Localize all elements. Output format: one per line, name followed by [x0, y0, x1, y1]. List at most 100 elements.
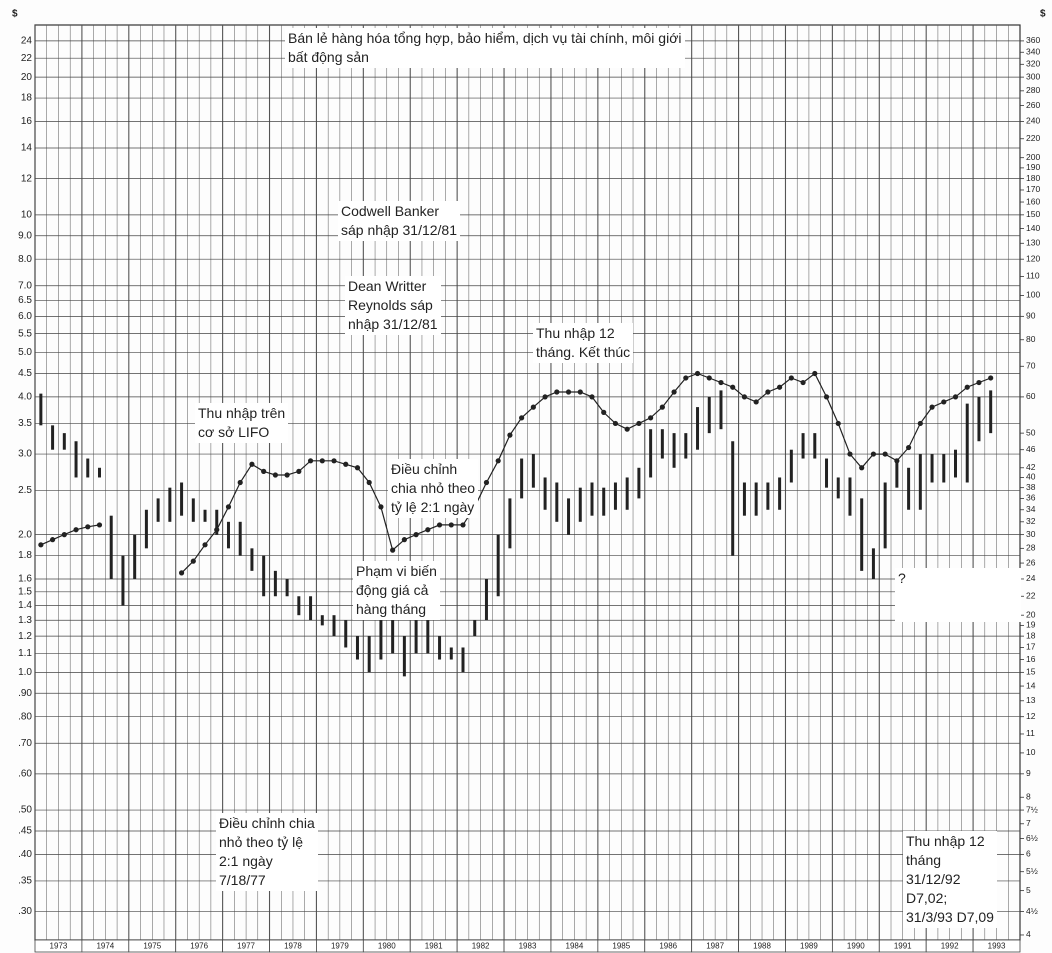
earnings-dot: [812, 370, 818, 377]
x-tick-label: 1986: [659, 942, 677, 951]
y-tick-label: .70: [18, 738, 32, 749]
earnings-dot: [49, 537, 56, 543]
y-tick-label: 10: [21, 209, 33, 220]
earnings-dot: [648, 415, 654, 421]
y2-tick-label: 360: [1026, 35, 1040, 45]
y-tick-label: 12: [21, 173, 33, 184]
y2-tick-label: 160: [1026, 196, 1040, 206]
x-tick-label: 1993: [988, 942, 1006, 951]
earnings-dot: [671, 389, 677, 395]
earnings-dot: [519, 415, 525, 421]
y-tick-label: 5.5: [18, 328, 32, 339]
annotation: Thu nhập trên cơ sở LIFO: [195, 403, 289, 443]
y2-tick-label: 280: [1026, 85, 1040, 95]
earnings-dot: [96, 522, 103, 528]
earnings-dot: [202, 542, 208, 548]
y2-tick-label: 300: [1026, 71, 1040, 81]
y-tick-label: .80: [18, 711, 32, 722]
earnings-dot: [659, 404, 665, 410]
earnings-dot: [448, 522, 454, 528]
y-tick-label: 6.5: [18, 295, 32, 306]
y-tick-label: 18: [21, 93, 33, 104]
y2-tick-label: 140: [1026, 223, 1040, 233]
y-tick-label: 16: [21, 116, 33, 127]
y2-tick-label: 40: [1026, 472, 1036, 482]
y2-tick-label: 24: [1026, 573, 1036, 583]
annotation: Điều chỉnh chia nhỏ theo tỷ lệ 2:1 ngày: [388, 459, 479, 518]
earnings-dot: [354, 465, 361, 471]
y-tick-label: 5.0: [18, 347, 32, 358]
earnings-dot: [73, 527, 79, 533]
y2-tick-label: 22: [1026, 591, 1036, 601]
y-tick-label: 1.5: [18, 586, 32, 597]
x-tick-label: 1984: [566, 942, 584, 951]
y2-tick-label: 38: [1026, 482, 1036, 492]
earnings-dot: [870, 451, 877, 457]
y2-tick-label: 170: [1026, 184, 1040, 194]
earnings-dot: [296, 468, 302, 474]
earnings-dot: [952, 394, 959, 400]
y2-tick-label: 260: [1026, 100, 1040, 110]
y-tick-label: 14: [21, 143, 33, 154]
earnings-dot: [800, 379, 806, 386]
x-tick-label: 1992: [941, 942, 959, 951]
earnings-dot: [460, 522, 466, 528]
y2-tick-label: 36: [1026, 493, 1036, 503]
earnings-dot: [214, 527, 220, 533]
earnings-dot: [589, 394, 595, 400]
annotation: Thu nhập 12 tháng. Kết thúc: [533, 323, 634, 363]
y2-tick-label: 240: [1026, 116, 1040, 126]
y2-tick-label: 10: [1026, 747, 1036, 757]
x-tick-label: 1973: [50, 942, 68, 951]
x-tick-label: 1983: [519, 942, 537, 951]
y2-tick-label: 5: [1026, 885, 1031, 895]
y-tick-label: 3.0: [18, 449, 32, 460]
annotation: Thu nhập 12 tháng 31/12/92 D7,02; 31/3/9…: [903, 831, 997, 928]
earnings-dot: [495, 458, 501, 464]
annotation: Dean Writter Reynolds sáp nhập 31/12/81: [345, 276, 441, 335]
y2-tick-label: 9: [1026, 768, 1031, 778]
earnings-dot: [542, 394, 548, 400]
earnings-dot: [859, 465, 865, 471]
earnings-dot: [249, 461, 255, 467]
y-tick-label: .45: [18, 826, 32, 837]
x-tick-label: 1987: [706, 942, 724, 951]
earnings-dot: [225, 504, 232, 510]
y-tick-label: 22: [21, 53, 33, 64]
earnings-dot: [261, 468, 267, 474]
y2-tick-label: 14: [1026, 680, 1036, 690]
earnings-dot: [835, 420, 841, 427]
earnings-dot: [565, 389, 572, 395]
y2-tick-label: 90: [1026, 311, 1036, 321]
earnings-dot: [272, 472, 278, 478]
earnings-dot: [929, 404, 935, 410]
earnings-dot: [190, 558, 196, 564]
y-tick-label: 24: [21, 36, 33, 47]
y-tick-label: 3.5: [18, 418, 32, 429]
x-tick-label: 1978: [284, 942, 302, 951]
y2-tick-label: 4: [1026, 929, 1031, 939]
y2-tick-label: 80: [1026, 334, 1036, 344]
y2-tick-label: 15: [1026, 667, 1036, 677]
earnings-dot: [554, 389, 560, 395]
y2-tick-label: 13: [1026, 695, 1036, 705]
y2-tick-label: 32: [1026, 516, 1036, 526]
y-tick-label: 20: [21, 72, 33, 83]
earnings-dot: [601, 409, 607, 415]
annotation: Codwell Banker sáp nhập 31/12/81: [338, 201, 460, 241]
y2-tick-label: 4½: [1026, 906, 1038, 916]
earnings-dot: [366, 479, 372, 486]
y-tick-label: 1.2: [18, 631, 32, 642]
y-tick-label: 2.5: [18, 485, 32, 496]
y-tick-label: 4.5: [18, 368, 32, 379]
y-tick-label: .50: [18, 805, 32, 816]
annotation: Phạm vi biến động giá cả hàng tháng: [353, 561, 440, 620]
earnings-dot: [331, 458, 337, 464]
y-tick-label: 9.0: [18, 230, 32, 241]
y2-tick-label: 130: [1026, 238, 1040, 248]
y-tick-label: .40: [18, 849, 32, 860]
y2-tick-label: 60: [1026, 391, 1036, 401]
y-tick-label: 1.6: [18, 574, 32, 585]
earnings-dot: [483, 479, 490, 486]
